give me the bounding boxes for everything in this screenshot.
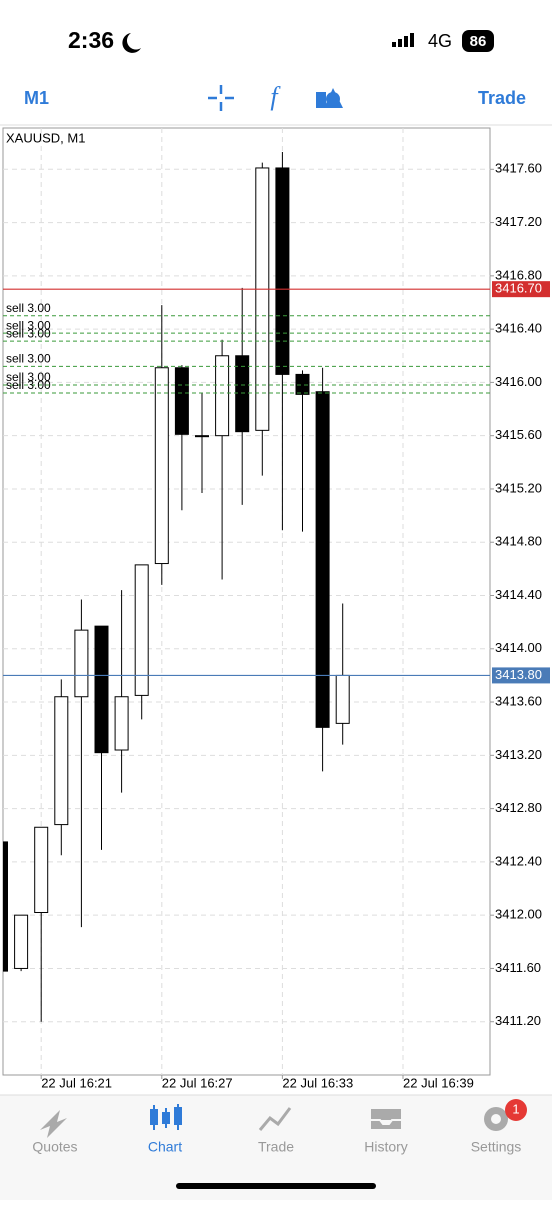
order-label: sell 3.00 (6, 352, 51, 366)
y-tick-label: 3411.60 (495, 960, 541, 975)
candle-body (3, 841, 8, 972)
candle-body (215, 355, 230, 437)
tab-label[interactable]: Quotes (32, 1139, 77, 1155)
y-tick-label: 3412.00 (495, 907, 542, 922)
battery-level: 86 (470, 33, 487, 50)
y-tick-label: 3416.00 (495, 374, 542, 389)
candle-body (54, 696, 69, 826)
x-tick-label: 22 Jul 16:27 (162, 1075, 233, 1090)
price-label: 3416.70 (495, 281, 542, 296)
candle-body (14, 914, 29, 969)
candle-body (154, 367, 169, 565)
y-tick-label: 3416.40 (495, 321, 542, 336)
trade-button[interactable]: Trade (478, 88, 526, 108)
tab-label[interactable]: Chart (148, 1139, 182, 1155)
chart-title: XAUUSD, M1 (6, 130, 85, 145)
tab-label[interactable]: Trade (258, 1139, 294, 1155)
history-icon (369, 1107, 403, 1131)
moon-icon (122, 33, 141, 53)
tab-bar (0, 1095, 552, 1200)
clock: 2:36 (68, 27, 114, 53)
home-indicator (176, 1183, 376, 1189)
candle-body (235, 355, 250, 433)
quotes-icon (40, 1110, 67, 1138)
y-tick-label: 3417.20 (495, 214, 542, 229)
y-tick-label: 3414.40 (495, 587, 542, 602)
candle-body (134, 564, 149, 696)
tab-label[interactable]: Settings (471, 1139, 522, 1155)
price-label-box (492, 667, 550, 684)
candle-body (74, 629, 89, 698)
settings-icon (491, 1114, 501, 1124)
order-label: sell 3.00 (6, 326, 51, 340)
candle-body (295, 373, 310, 395)
indicators-button[interactable]: f (270, 82, 281, 111)
battery-icon (462, 30, 494, 52)
y-tick-label: 3413.20 (495, 747, 542, 762)
tabs: Quotes Chart Trade History Settings (32, 1139, 521, 1155)
network: 4G (428, 31, 452, 51)
price-label: 3413.80 (495, 667, 542, 682)
signal-icon (392, 33, 414, 47)
objects-button[interactable] (316, 88, 343, 108)
crosshair-button[interactable] (208, 85, 234, 111)
y-tick-label: 3412.40 (495, 853, 542, 868)
x-tick-label: 22 Jul 16:39 (403, 1075, 474, 1090)
order-label: sell 3.00 (6, 378, 51, 392)
candle-body (195, 435, 209, 438)
order-label: sell 3.00 (6, 301, 51, 315)
y-tick-label: 3413.60 (495, 693, 542, 708)
tab-label[interactable]: History (364, 1139, 408, 1155)
order-label: sell 3.00 (6, 370, 51, 384)
y-tick-label: 3411.20 (495, 1013, 541, 1028)
badge-count: 1 (512, 1101, 519, 1116)
candle-body (174, 367, 189, 435)
timeframe-button[interactable]: M1 (24, 88, 49, 108)
chart-icon (150, 1104, 182, 1130)
y-tick-label: 3416.80 (495, 267, 542, 282)
candle-body (255, 167, 270, 431)
x-tick-label: 22 Jul 16:21 (41, 1075, 112, 1090)
y-tick-label: 3414.80 (495, 534, 542, 549)
candle-body (315, 391, 330, 728)
y-tick-label: 3412.80 (495, 800, 542, 815)
y-tick-label: 3415.60 (495, 427, 542, 442)
x-tick-label: 22 Jul 16:33 (282, 1075, 353, 1090)
candle-body (34, 826, 49, 914)
candle-body (94, 625, 109, 754)
y-tick-label: 3414.00 (495, 640, 542, 655)
order-label: sell 3.00 (6, 318, 51, 332)
plot-area (3, 128, 490, 1075)
candle-body (114, 696, 129, 751)
y-tick-label: 3415.20 (495, 480, 542, 495)
price-label-box (492, 281, 550, 298)
trade-icon (258, 1107, 292, 1131)
badge (505, 1099, 527, 1121)
candle-body (275, 167, 290, 375)
candle-body (335, 674, 350, 724)
y-tick-label: 3417.60 (495, 161, 542, 176)
chart-frame (2, 127, 491, 1076)
